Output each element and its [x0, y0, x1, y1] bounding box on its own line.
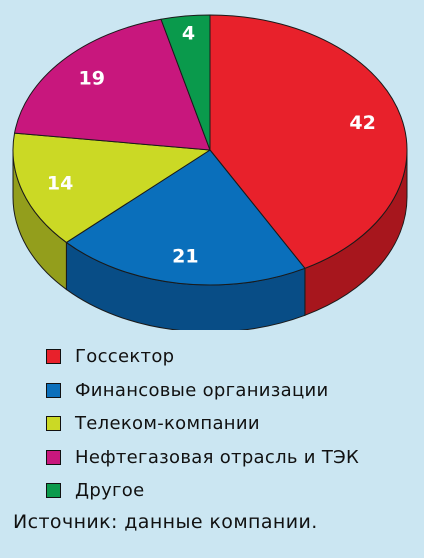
legend-label: Другое — [75, 480, 145, 502]
pie-data-labels: 42 21 14 19 4 — [47, 22, 376, 267]
legend-swatch — [46, 382, 61, 398]
legend-swatch — [46, 416, 61, 432]
legend-label: Нефтегазовая отрасль и ТЭК — [75, 446, 360, 468]
legend-item: Другое — [46, 474, 359, 508]
pie-data-label-0: 42 — [349, 112, 375, 134]
legend-swatch — [46, 449, 61, 465]
source-note: Источник: данные компании. — [13, 511, 318, 533]
legend-item: Финансовые организации — [46, 374, 359, 408]
pie-slice-0 — [209, 14, 408, 269]
pie-data-label-3: 19 — [79, 68, 105, 90]
pie-slice-3 — [14, 18, 211, 151]
pie-slice-1 — [65, 149, 306, 286]
legend-item: Телеком-компании — [46, 407, 359, 441]
legend-label: Финансовые организации — [75, 379, 329, 401]
legend-item: Госсектор — [46, 340, 359, 374]
legend: Госсектор Финансовые организации Телеком-к… — [46, 340, 359, 508]
pie-slice-2 — [12, 132, 211, 243]
pie-data-label-4: 4 — [182, 22, 195, 44]
pie-slice-4 — [160, 14, 211, 151]
legend-swatch — [46, 483, 61, 499]
pie-data-label-2: 14 — [47, 172, 73, 194]
legend-item: Нефтегазовая отрасль и ТЭК — [46, 441, 359, 475]
legend-label: Госсектор — [75, 346, 175, 368]
pie-data-label-1: 21 — [172, 246, 198, 268]
legend-swatch — [46, 349, 61, 365]
pie-slices — [12, 14, 408, 286]
legend-label: Телеком-компании — [75, 413, 260, 435]
pie-chart: 42 21 14 19 4 — [12, 14, 408, 330]
